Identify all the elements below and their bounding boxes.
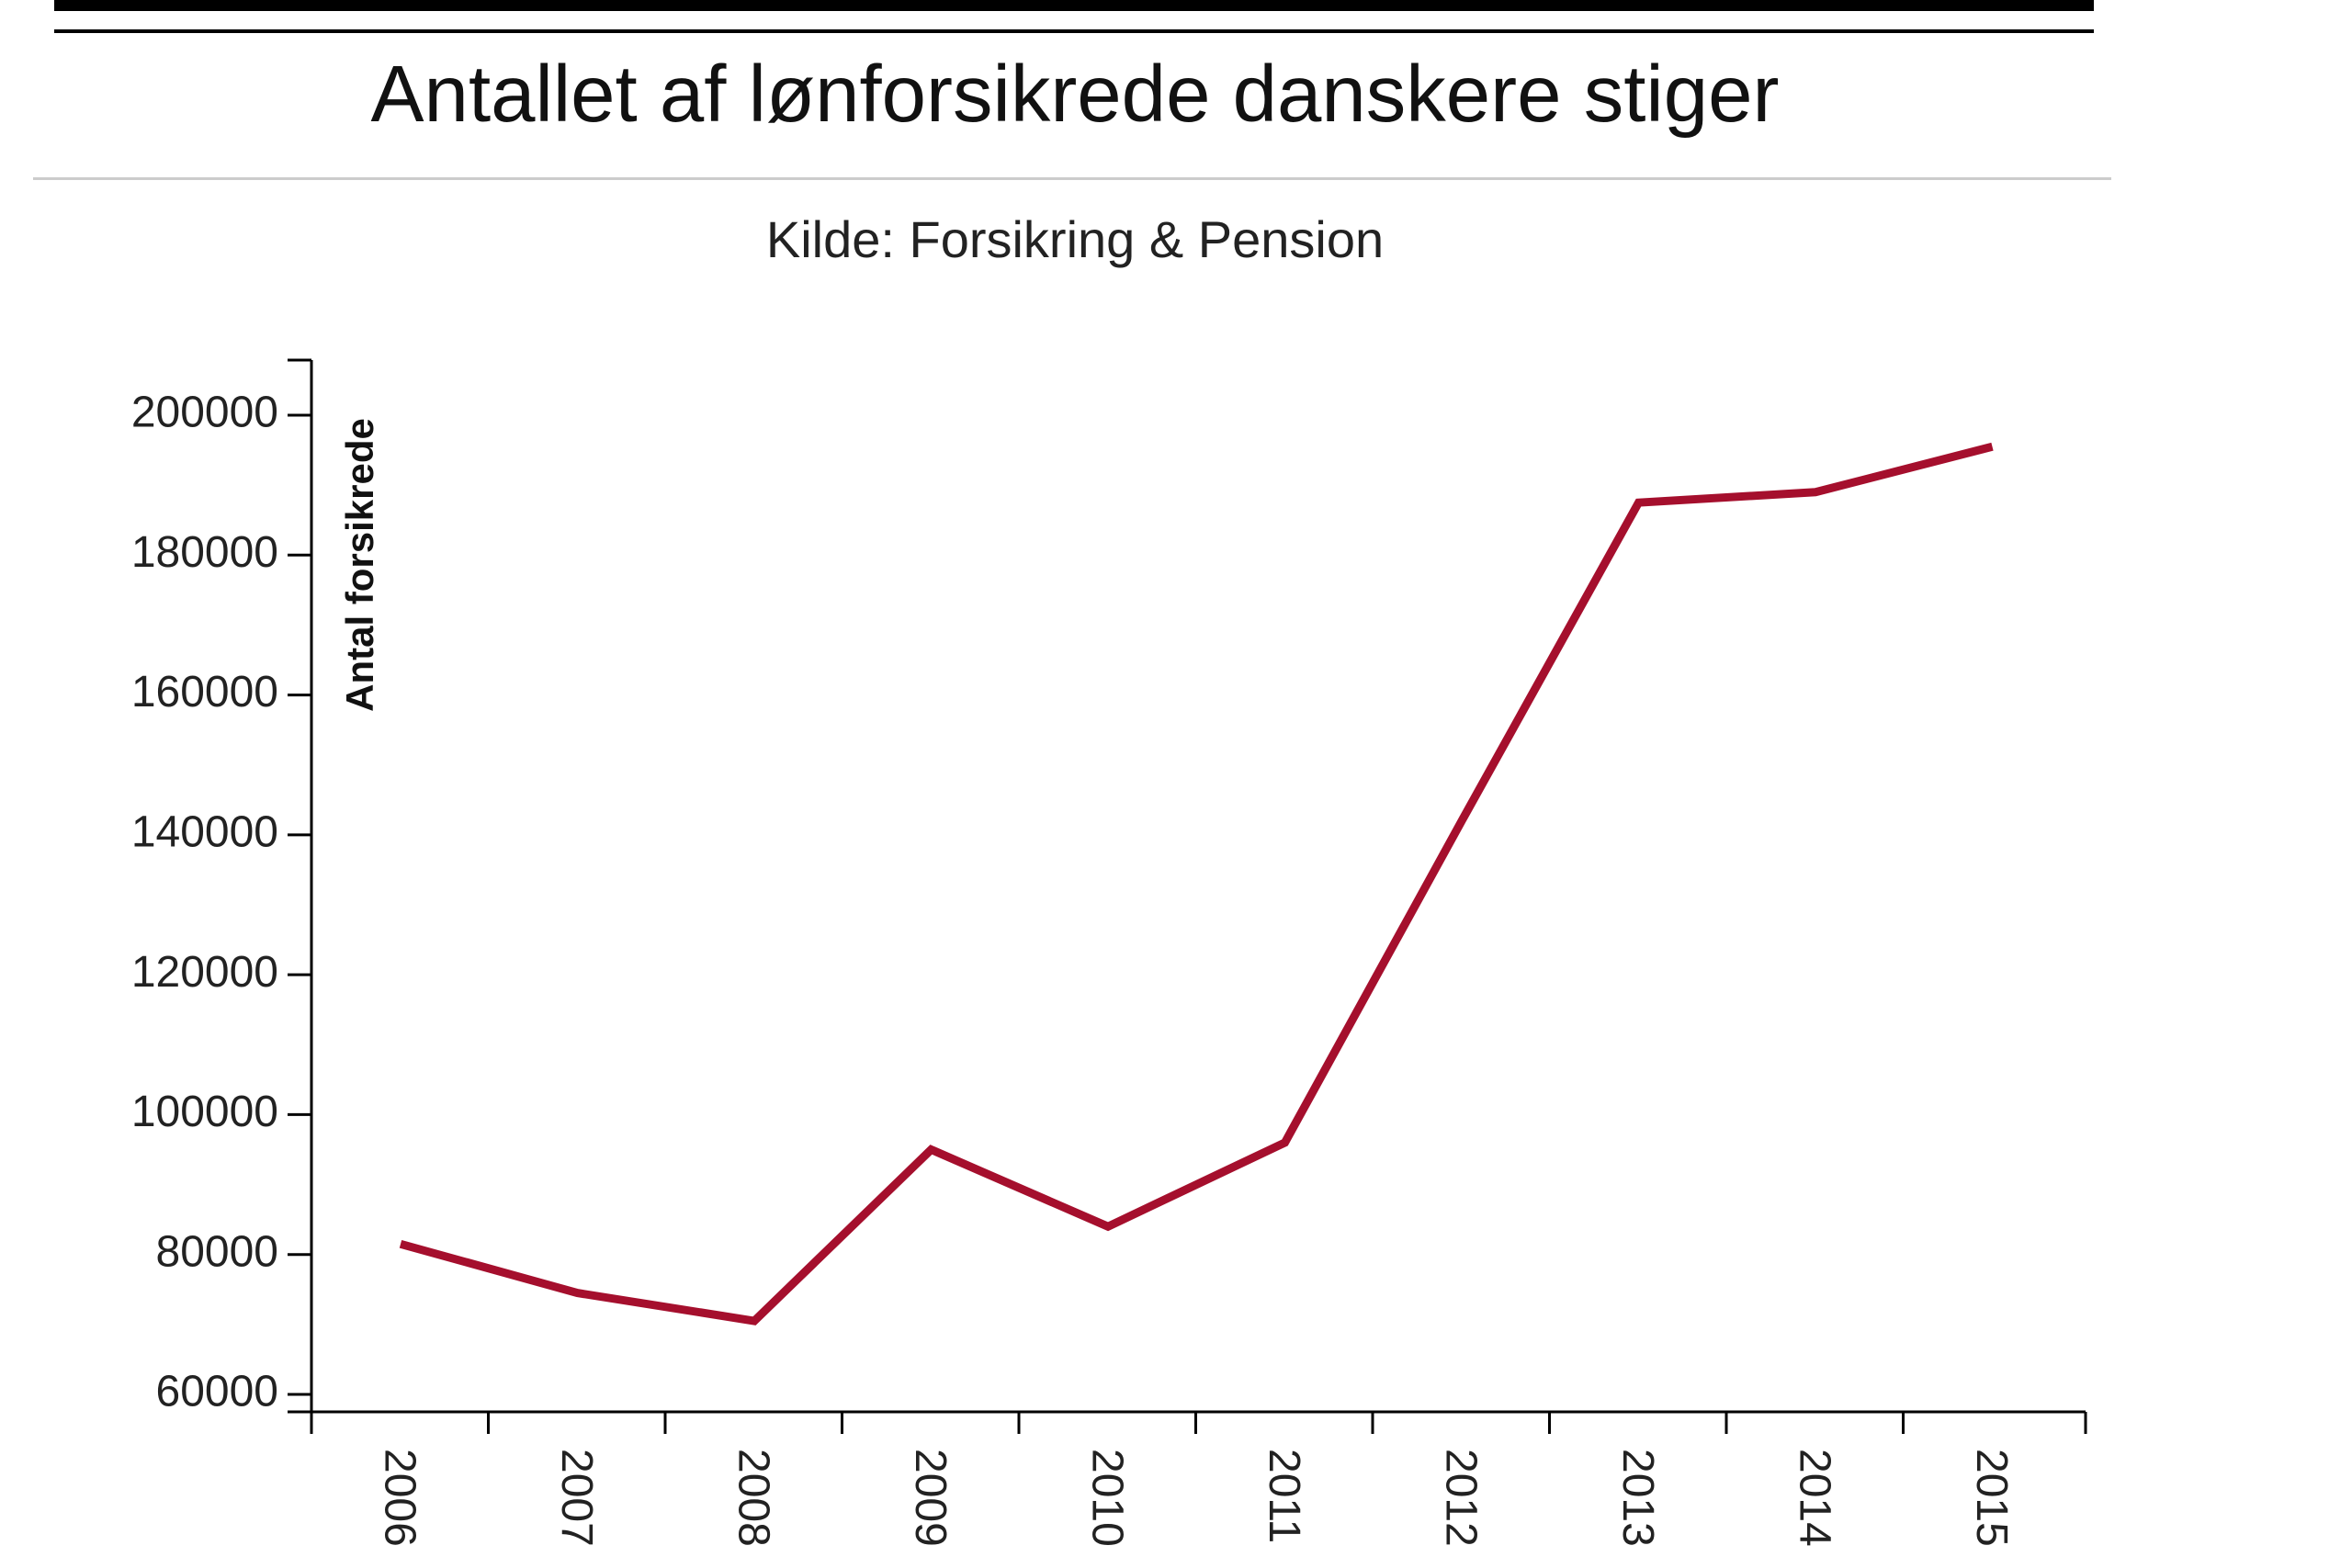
x-tick-label: 2012	[1436, 1449, 1485, 1547]
x-tick-label: 2006	[375, 1449, 424, 1547]
top-thin-rule	[54, 29, 2094, 33]
x-tick-label: 2011	[1260, 1449, 1308, 1543]
y-tick-label: 120000	[131, 948, 278, 997]
y-tick-label: 60000	[156, 1368, 278, 1416]
x-tick-label: 2009	[906, 1449, 955, 1547]
y-tick-label: 100000	[131, 1088, 278, 1136]
chart-subtitle: Kilde: Forsikring & Pension	[765, 210, 1385, 268]
y-tick-label: 200000	[131, 389, 278, 437]
x-tick-label: 2010	[1082, 1449, 1131, 1547]
title-divider	[33, 177, 2111, 180]
x-tick-label: 2015	[1967, 1449, 2016, 1547]
y-tick-label: 160000	[131, 668, 278, 716]
x-axis: 2006 2007 2008 2009 2010 2011 2012 2013 2014 2015	[310, 1410, 2087, 1547]
y-axis: 60000 80000 100000 120000 140000 160000 180000…	[131, 358, 313, 1416]
x-tick-label: 2008	[729, 1449, 777, 1547]
x-tick-label: 2014	[1790, 1449, 1838, 1547]
chart-title: Antallet af lønforsikrede danskere stige…	[370, 50, 1780, 139]
x-tick-label: 2013	[1613, 1449, 1662, 1547]
y-tick-label: 140000	[131, 808, 278, 857]
y-tick-label: 80000	[156, 1227, 278, 1276]
series-layer	[399, 442, 1994, 1325]
y-axis-title: Antal forsikrede	[338, 418, 381, 712]
x-tick-label: 2007	[552, 1449, 601, 1547]
top-thick-rule	[54, 0, 2094, 11]
series-line	[399, 442, 1994, 1325]
y-tick-label: 180000	[131, 528, 278, 577]
